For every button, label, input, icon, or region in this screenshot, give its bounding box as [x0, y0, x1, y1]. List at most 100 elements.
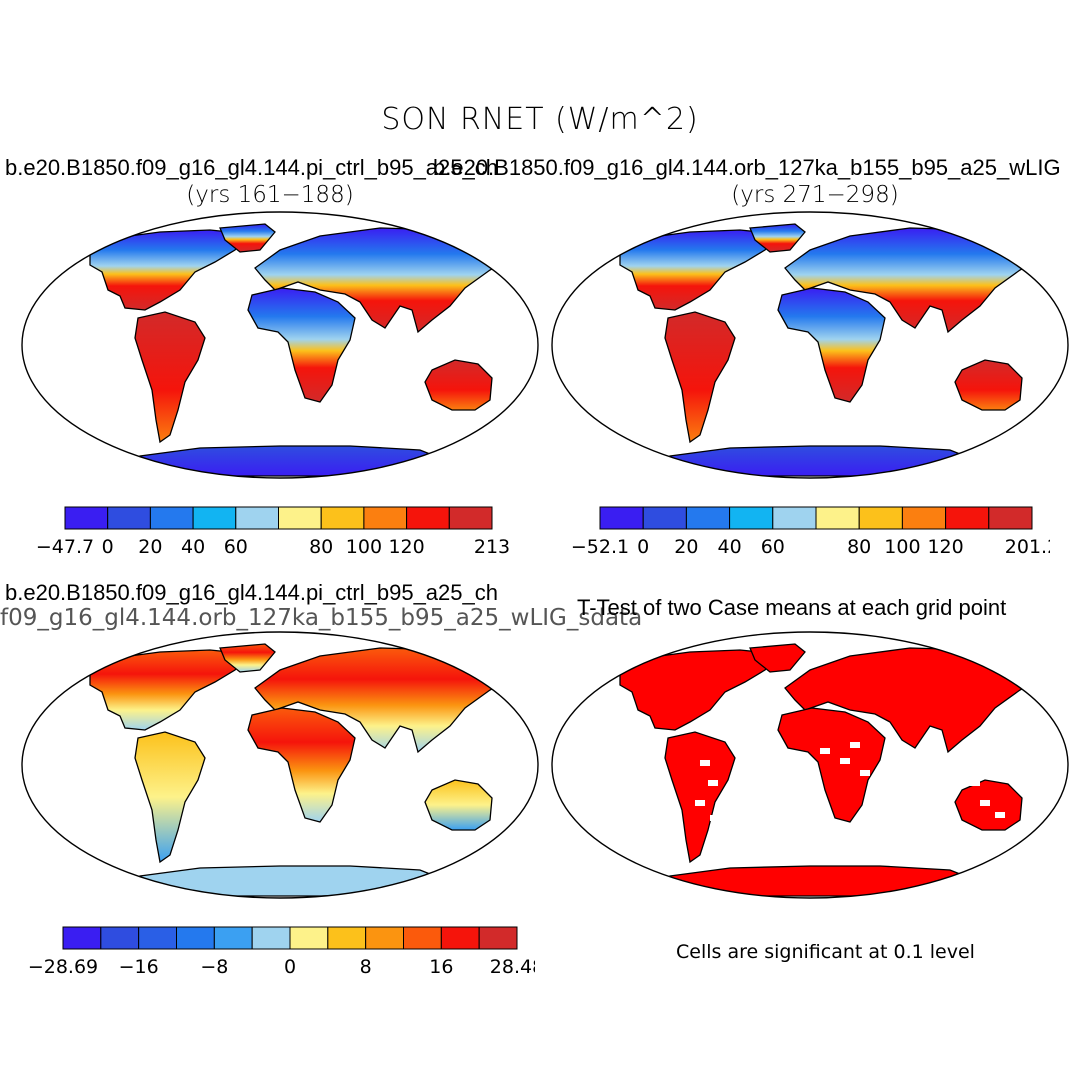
south-america-landmass	[664, 731, 736, 864]
colorbar-box	[901, 506, 947, 530]
diff-colorbar: −28.69 −16 −8 0 8 16 28.48	[28, 926, 535, 978]
case1-map	[21, 211, 539, 479]
map-border	[21, 211, 539, 479]
antarctica-landmass	[112, 865, 447, 897]
colorbar-box	[440, 926, 480, 950]
nonsignificant-cell	[840, 758, 850, 764]
colorbar-box	[448, 506, 493, 530]
colorbar-tick-label: 213	[474, 536, 510, 558]
colorbar-tick-label: 16	[429, 956, 453, 978]
map-border	[21, 631, 539, 899]
colorbar-tick-label: −47.7	[36, 536, 94, 558]
colorbar-box	[729, 506, 774, 530]
colorbar-tick-label: 20	[138, 536, 162, 558]
case1-years: (yrs 161−188)	[186, 182, 354, 208]
colorbar-box	[289, 926, 329, 950]
colorbar-box	[772, 506, 817, 530]
colorbar-box	[642, 506, 687, 530]
greenland-landmass	[749, 643, 806, 673]
colorbar-tick-label: 0	[284, 956, 296, 978]
africa-landmass	[247, 287, 356, 403]
map-border	[551, 631, 1069, 899]
antarctica-landmass	[112, 445, 447, 477]
ttest-title: T-Test of two Case means at each grid po…	[577, 595, 1007, 620]
africa-landmass	[777, 707, 886, 823]
colorbar-box	[320, 506, 365, 530]
south-america-landmass	[664, 311, 736, 444]
colorbar-tick-label: −8	[200, 956, 228, 978]
north-america-landmass	[619, 649, 782, 731]
diff-map	[21, 631, 539, 899]
colorbar-tick-label: 80	[309, 536, 333, 558]
nonsignificant-cell	[708, 780, 718, 786]
nonsignificant-cell	[970, 780, 980, 786]
greenland-landmass	[749, 223, 806, 253]
colorbar-box	[138, 926, 177, 950]
north-america-landmass	[619, 229, 782, 311]
colorbar-tick-label: 28.48	[490, 956, 535, 978]
colorbar-tick-label: 40	[718, 536, 742, 558]
colorbar-box	[278, 506, 322, 530]
colorbar-tick-label: 20	[674, 536, 698, 558]
colorbar-tick-label: 60	[224, 536, 248, 558]
colorbar-tick-label: 0	[637, 536, 649, 558]
colorbar-tick-label: 100	[884, 536, 920, 558]
colorbar-box	[599, 506, 644, 530]
case2-colorbar: −52.1 0 20 40 60 80 100 120 201.2	[571, 506, 1050, 558]
map-border	[551, 211, 1069, 479]
colorbar-tick-label: 120	[388, 536, 424, 558]
antarctica-landmass	[642, 865, 977, 897]
case2-map	[551, 211, 1069, 479]
colorbar-box	[327, 926, 367, 950]
colorbar-tick-label: 80	[847, 536, 871, 558]
significance-note: Cells are significant at 0.1 level	[676, 941, 975, 963]
colorbar-box	[213, 926, 253, 950]
greenland-landmass	[219, 643, 276, 673]
colorbar-box	[988, 506, 1033, 530]
diff-subtitle: f09_g16_gl4.144.orb_127ka_b155_b95_a25_w…	[0, 605, 643, 631]
colorbar-tick-label: 0	[102, 536, 114, 558]
antarctica-landmass	[642, 445, 977, 477]
colorbar-box	[192, 506, 237, 530]
nonsignificant-cell	[980, 800, 990, 806]
colorbar-tick-label: −16	[119, 956, 159, 978]
greenland-landmass	[219, 223, 276, 253]
case2-title: b.e20.B1850.f09_g16_gl4.144.orb_127ka_b1…	[433, 155, 1061, 180]
colorbar-box	[478, 926, 518, 950]
ttest-map	[551, 631, 1069, 899]
nonsignificant-cell	[995, 812, 1005, 818]
australia-landmass	[424, 359, 493, 411]
colorbar-tick-label: 40	[181, 536, 205, 558]
colorbar-tick-label: 60	[761, 536, 785, 558]
nonsignificant-cell	[850, 742, 860, 748]
colorbar-box	[406, 506, 450, 530]
figure-title: SON RNET (W/m^2)	[381, 102, 699, 137]
nonsignificant-cell	[860, 770, 870, 776]
colorbar-tick-label: −52.1	[571, 536, 629, 558]
south-america-landmass	[134, 311, 206, 444]
africa-landmass	[777, 287, 886, 403]
colorbar-box	[685, 506, 731, 530]
south-america-landmass	[134, 731, 206, 864]
colorbar-box	[815, 506, 860, 530]
nonsignificant-cell	[710, 815, 720, 821]
colorbar-box	[858, 506, 903, 530]
colorbar-tick-label: 120	[927, 536, 963, 558]
colorbar-box	[945, 506, 990, 530]
diff-title: b.e20.B1850.f09_g16_gl4.144.pi_ctrl_b95_…	[5, 580, 498, 605]
australia-landmass	[424, 779, 493, 831]
colorbar-box	[64, 506, 109, 530]
nonsignificant-cell	[820, 748, 830, 754]
case2-years: (yrs 271−298)	[731, 182, 899, 208]
colorbar-box	[365, 926, 404, 950]
nonsignificant-cell	[695, 800, 705, 806]
north-america-landmass	[89, 229, 252, 311]
australia-landmass	[954, 359, 1023, 411]
colorbar-box	[251, 926, 291, 950]
north-america-landmass	[89, 649, 252, 731]
colorbar-box	[403, 926, 442, 950]
colorbar-box	[176, 926, 215, 950]
colorbar-tick-label: 201.2	[1005, 536, 1050, 558]
colorbar-box	[363, 506, 408, 530]
